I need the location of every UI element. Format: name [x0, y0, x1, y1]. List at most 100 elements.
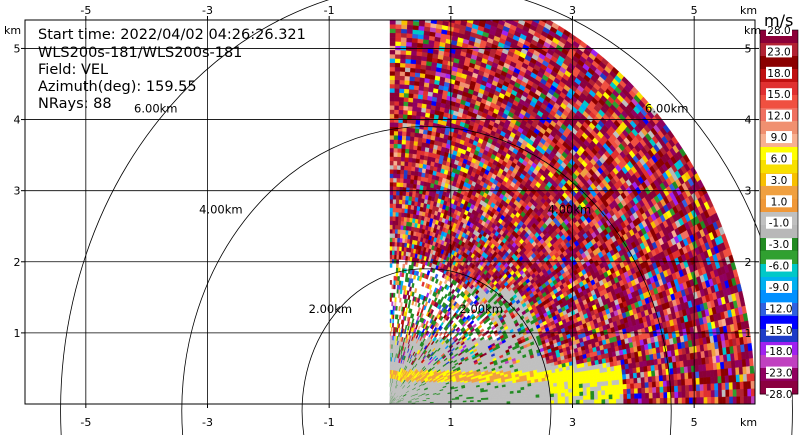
- range-gate: [389, 83, 396, 89]
- range-gate: [415, 158, 421, 164]
- range-gate: [396, 12, 402, 17]
- range-gate: [415, 333, 419, 339]
- range-gate: [417, 302, 421, 308]
- range-gate: [438, 11, 445, 16]
- range-gate: [393, 160, 398, 166]
- range-gate: [396, 173, 401, 179]
- range-gate: [402, 263, 406, 269]
- range-gate: [402, 114, 408, 120]
- range-gate: [394, 79, 401, 85]
- range-gate: [408, 97, 414, 103]
- range-gate: [482, 9, 489, 15]
- range-gate: [406, 174, 412, 180]
- range-gate: [433, 0, 440, 3]
- range-gate: [392, 237, 396, 243]
- range-gate: [446, 0, 453, 1]
- range-gate: [403, 285, 407, 291]
- range-gate: [390, 0, 396, 3]
- range-gate: [397, 323, 401, 329]
- range-gate: [389, 228, 393, 234]
- range-gate: [455, 292, 461, 299]
- range-gate: [465, 0, 472, 1]
- range-gate: [408, 286, 412, 292]
- range-gate: [471, 0, 478, 3]
- range-gate: [398, 96, 405, 102]
- range-gate: [391, 258, 395, 264]
- range-gate: [393, 139, 399, 145]
- range-gate: [508, 10, 515, 17]
- range-gate: [434, 273, 439, 280]
- range-gate: [408, 88, 415, 95]
- range-gate: [400, 32, 408, 38]
- range-gate: [393, 181, 398, 187]
- range-gate: [418, 132, 424, 139]
- range-gate: [399, 66, 406, 72]
- range-gate: [395, 20, 402, 25]
- range-gate: [397, 160, 402, 166]
- range-gate: [389, 181, 394, 187]
- range-gate: [407, 170, 412, 176]
- range-gate: [403, 169, 409, 175]
- range-gate: [411, 161, 417, 168]
- range-gate: [398, 207, 403, 213]
- range-gate: [396, 314, 399, 320]
- range-gate: [400, 49, 407, 55]
- range-gate: [401, 152, 406, 158]
- range-gate: [393, 147, 399, 153]
- range-gate: [394, 83, 401, 89]
- range-gate: [399, 88, 405, 94]
- range-gate: [398, 216, 402, 222]
- range-gate: [389, 41, 396, 46]
- range-gate: [399, 92, 405, 98]
- range-gate: [392, 233, 396, 238]
- range-gate: [404, 71, 411, 77]
- range-gate: [396, 254, 400, 260]
- range-gate: [404, 259, 408, 265]
- range-gate: [414, 13, 420, 18]
- range-gate: [410, 67, 416, 73]
- range-gate: [478, 0, 485, 5]
- range-gate: [389, 207, 394, 213]
- range-gate: [540, 20, 541, 21]
- range-gate: [389, 216, 394, 221]
- range-gate: [494, 13, 501, 19]
- range-gate: [389, 24, 397, 29]
- range-gate: [399, 289, 403, 295]
- range-gate: [393, 130, 399, 136]
- range-gate: [440, 296, 445, 302]
- range-gate: [399, 297, 402, 303]
- range-gate: [400, 173, 405, 179]
- range-gate: [398, 105, 404, 111]
- range-gate: [405, 307, 409, 313]
- range-gate: [409, 136, 415, 142]
- range-gate: [411, 119, 417, 125]
- range-gate: [389, 88, 395, 93]
- range-gate: [410, 63, 417, 69]
- range-gate: [490, 3, 497, 9]
- range-gate: [406, 127, 412, 133]
- range-gate: [425, 292, 430, 298]
- range-gate: [407, 114, 413, 120]
- range-gate: [405, 50, 412, 56]
- range-gate: [516, 4, 523, 11]
- range-gate: [457, 7, 464, 13]
- range-gate: [401, 199, 406, 205]
- range-gate: [403, 96, 409, 103]
- range-gate: [399, 75, 406, 81]
- range-gate: [475, 11, 482, 17]
- range-gate: [389, 297, 392, 302]
- range-gate: [395, 45, 402, 51]
- range-gate: [421, 0, 428, 5]
- range-gate: [426, 10, 432, 15]
- range-gate: [404, 294, 408, 300]
- range-gate: [417, 42, 424, 48]
- range-gate: [394, 88, 400, 93]
- range-gate: [403, 101, 409, 107]
- range-gate: [416, 55, 423, 61]
- range-gate: [418, 89, 424, 96]
- range-gate: [416, 315, 420, 321]
- range-gate: [468, 14, 475, 20]
- range-gate: [389, 331, 392, 336]
- range-gate: [411, 37, 419, 44]
- range-gate: [412, 97, 419, 104]
